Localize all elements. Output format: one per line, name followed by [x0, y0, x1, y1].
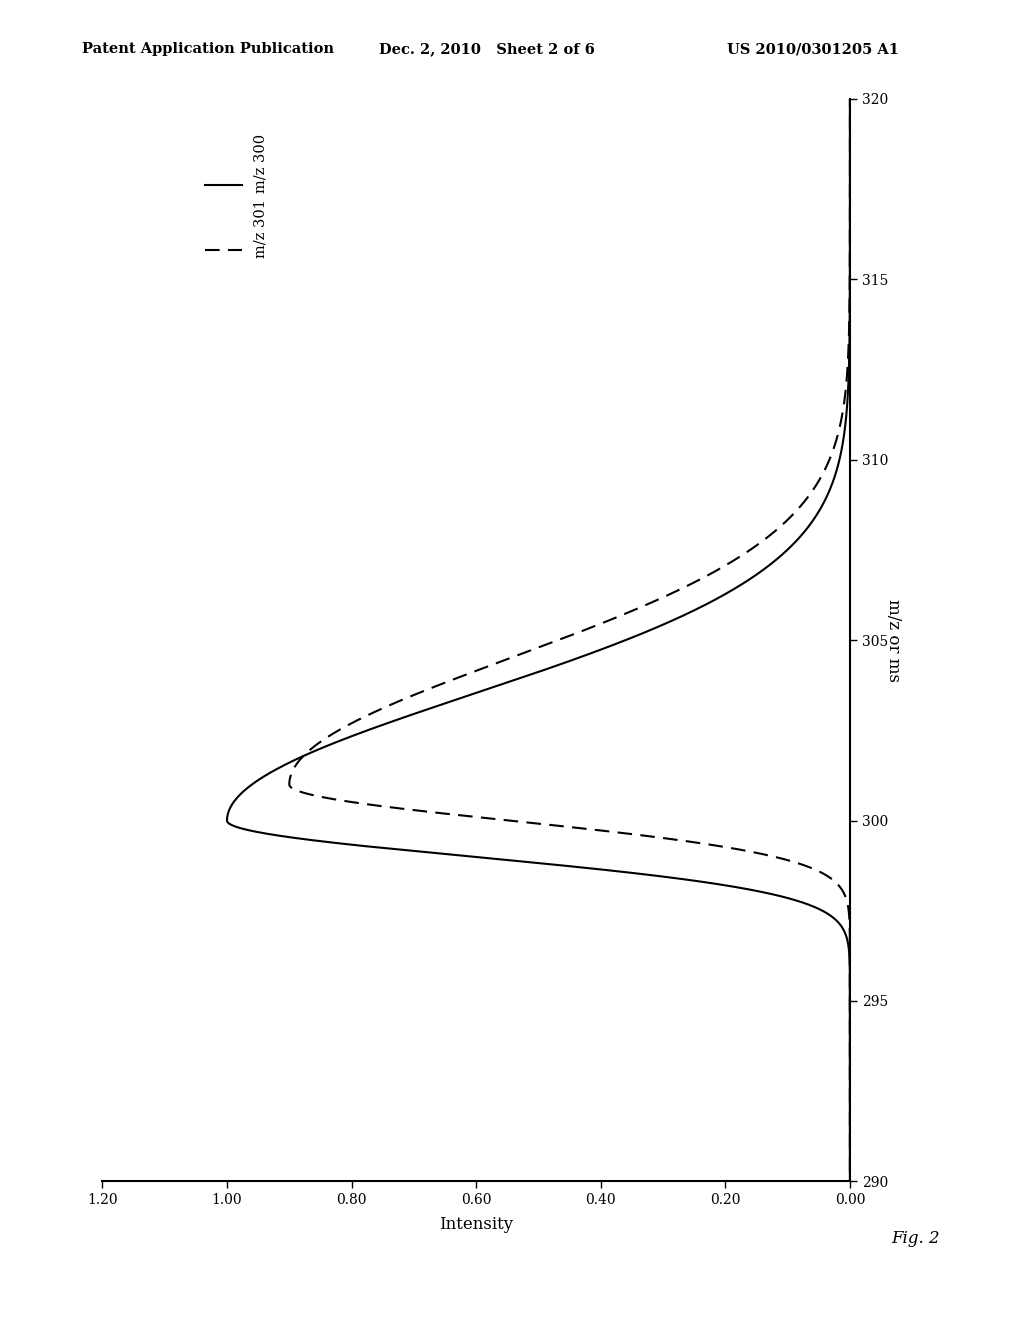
- Y-axis label: m/z or ms: m/z or ms: [885, 599, 902, 681]
- Text: Fig. 2: Fig. 2: [891, 1230, 939, 1247]
- Text: Patent Application Publication: Patent Application Publication: [82, 42, 334, 57]
- X-axis label: Intensity: Intensity: [439, 1216, 513, 1233]
- Text: US 2010/0301205 A1: US 2010/0301205 A1: [727, 42, 899, 57]
- Text: Dec. 2, 2010   Sheet 2 of 6: Dec. 2, 2010 Sheet 2 of 6: [379, 42, 595, 57]
- Legend: m/z 300, m/z 301: m/z 300, m/z 301: [200, 128, 273, 264]
